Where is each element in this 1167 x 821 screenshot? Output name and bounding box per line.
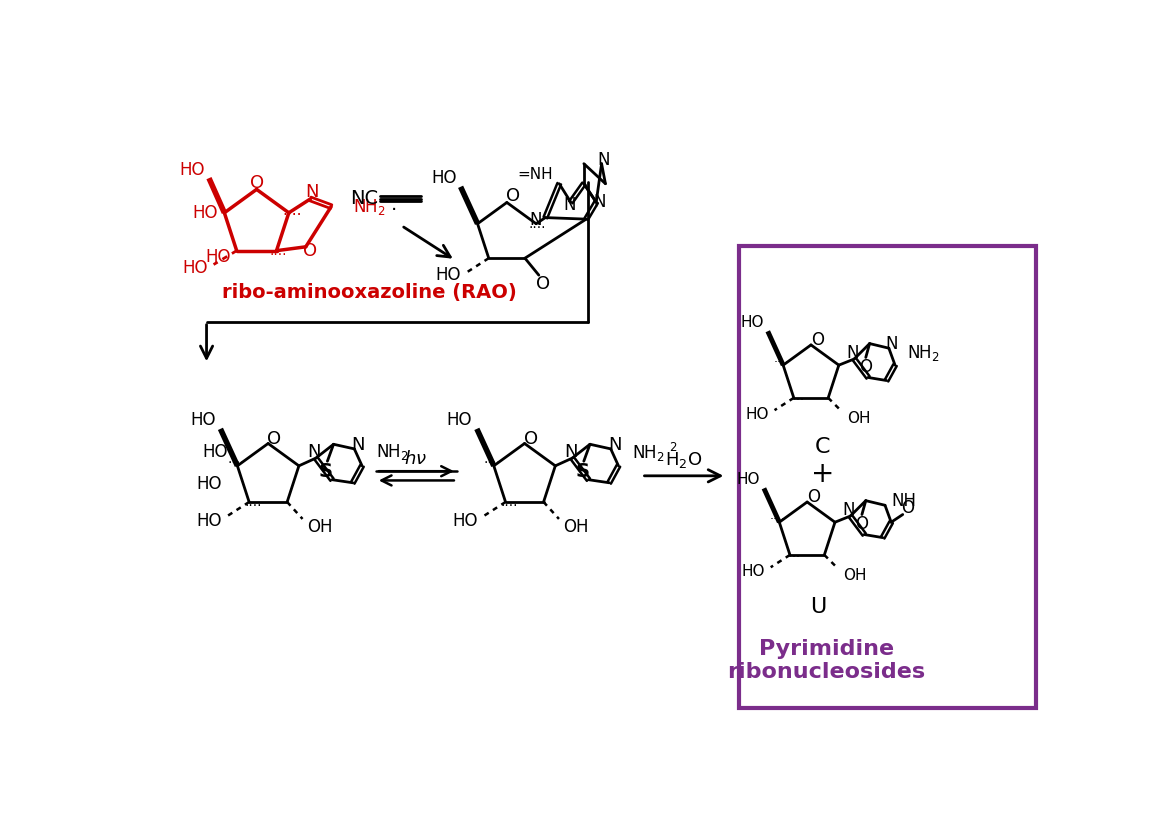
Text: NC: NC [350, 189, 378, 208]
Text: HO: HO [203, 443, 228, 461]
Text: N: N [886, 335, 899, 353]
Text: N: N [562, 195, 575, 213]
Text: N: N [846, 344, 859, 362]
Text: HO: HO [740, 314, 764, 329]
Text: ····: ···· [774, 355, 790, 369]
Text: N: N [308, 443, 321, 461]
Text: ····: ···· [501, 499, 518, 513]
Text: ·: · [391, 200, 397, 220]
Text: HO: HO [196, 475, 222, 493]
Text: S: S [319, 461, 333, 481]
Text: O: O [250, 174, 264, 192]
Text: HO: HO [746, 407, 769, 422]
Text: HO: HO [432, 168, 456, 186]
Text: HO: HO [447, 410, 473, 429]
Text: ····: ···· [789, 394, 805, 407]
Text: OH: OH [307, 517, 333, 535]
Text: N: N [351, 436, 365, 454]
Text: O: O [267, 430, 281, 448]
Text: NH$_2$ $^2$: NH$_2$ $^2$ [633, 440, 678, 464]
Text: ····: ···· [785, 552, 801, 565]
Text: N: N [608, 436, 621, 454]
Text: HO: HO [435, 266, 461, 284]
Text: OH: OH [847, 411, 871, 426]
Text: N: N [596, 151, 609, 169]
Text: NH$_2$: NH$_2$ [376, 442, 408, 462]
Text: $h\nu$: $h\nu$ [405, 450, 427, 468]
Text: ribo-aminooxazoline (RAO): ribo-aminooxazoline (RAO) [222, 283, 517, 302]
Text: ····: ···· [244, 499, 261, 513]
Text: OH: OH [564, 517, 589, 535]
Text: +: + [811, 461, 834, 488]
Text: NH$_2$: NH$_2$ [352, 197, 385, 217]
Text: HO: HO [205, 248, 231, 266]
Text: =NH: =NH [517, 167, 553, 182]
Text: HO: HO [180, 162, 205, 180]
Text: S: S [575, 461, 589, 481]
Text: O: O [806, 488, 819, 507]
Text: ····: ···· [770, 512, 785, 525]
Text: O: O [859, 358, 872, 376]
Text: O: O [855, 515, 868, 533]
Text: O: O [536, 274, 550, 292]
Text: U: U [811, 597, 826, 617]
Text: N: N [529, 211, 541, 229]
Text: O: O [302, 242, 316, 260]
Text: H$_2$O: H$_2$O [665, 451, 703, 470]
Text: C: C [815, 437, 830, 456]
Text: HO: HO [736, 471, 760, 487]
Text: O: O [524, 430, 538, 448]
Text: HO: HO [196, 512, 222, 530]
Text: ····: ···· [483, 456, 501, 470]
Text: HO: HO [193, 204, 218, 222]
Text: ····: ···· [228, 456, 245, 470]
Text: N: N [305, 183, 319, 201]
Text: Pyrimidine
ribonucleosides: Pyrimidine ribonucleosides [727, 639, 925, 682]
Text: HO: HO [742, 564, 766, 580]
Text: ····: ···· [282, 209, 301, 223]
Text: OH: OH [843, 568, 866, 583]
Text: NH: NH [892, 493, 916, 511]
Text: ····: ···· [270, 248, 287, 262]
Text: N: N [564, 443, 578, 461]
Text: O: O [506, 187, 520, 205]
Text: ····: ···· [529, 222, 546, 236]
Text: HO: HO [182, 259, 208, 277]
Text: HO: HO [190, 410, 216, 429]
Text: N: N [594, 193, 607, 211]
Text: HO: HO [453, 512, 477, 530]
Text: O: O [902, 499, 915, 517]
Text: O: O [811, 332, 824, 349]
Text: N: N [843, 501, 855, 519]
Text: NH$_2$: NH$_2$ [908, 343, 941, 363]
FancyBboxPatch shape [740, 246, 1036, 709]
